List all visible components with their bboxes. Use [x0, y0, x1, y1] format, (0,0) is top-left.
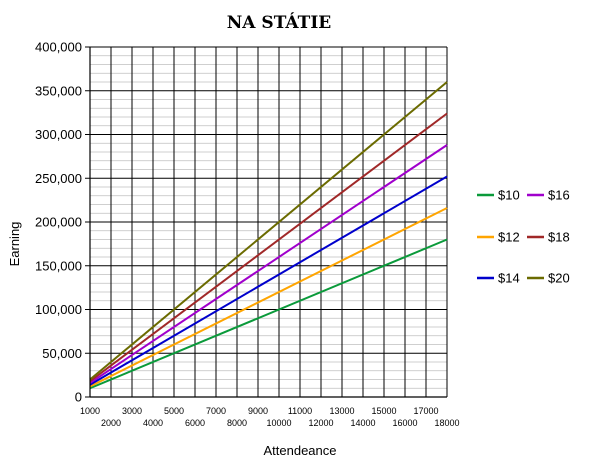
x-tick-label: 8000 — [227, 418, 247, 428]
y-tick-label: 350,000 — [35, 83, 82, 98]
grid — [89, 46, 448, 398]
y-tick-label: 400,000 — [35, 40, 82, 55]
x-axis-label: Attendeance — [263, 443, 336, 458]
series-line-6 — [89, 81, 448, 381]
x-tick-label: 17000 — [413, 406, 438, 416]
x-tick-label: 6000 — [185, 418, 205, 428]
y-tick-label: 0 — [75, 390, 82, 405]
y-axis-label: Earning — [7, 222, 22, 267]
y-tick-label: 200,000 — [35, 215, 82, 230]
y-tick-label: 250,000 — [35, 171, 82, 186]
x-tick-label: 1000 — [80, 406, 100, 416]
x-tick-label: 13000 — [329, 406, 354, 416]
legend: $10 $16 $12 $18 $14 $20 — [477, 188, 570, 286]
y-tick-label: 100,000 — [35, 302, 82, 317]
series-lines — [89, 81, 448, 390]
x-tick-label: 5000 — [164, 406, 184, 416]
x-tick-label: 14000 — [350, 418, 375, 428]
series-line-5 — [89, 112, 448, 383]
y-tick-labels: 0 50,000 100,000 150,000 200,000 250,000 300,0… — [35, 40, 90, 405]
series-line-2 — [89, 207, 448, 388]
x-tick-label: 4000 — [143, 418, 163, 428]
series-line-1 — [89, 238, 448, 390]
legend-label: $20 — [548, 271, 570, 286]
x-tick-label: 2000 — [101, 418, 121, 428]
x-tick-label: 16000 — [392, 418, 417, 428]
y-tick-label: 300,000 — [35, 127, 82, 142]
x-tick-label: 9000 — [248, 406, 268, 416]
legend-label: $10 — [498, 188, 520, 203]
x-tick-label: 7000 — [206, 406, 226, 416]
x-tick-label: 15000 — [371, 406, 396, 416]
x-tick-label: 18000 — [434, 418, 459, 428]
chart-title: NA STÁTIE — [227, 12, 332, 33]
legend-label: $12 — [498, 230, 520, 245]
x-tick-label: 12000 — [308, 418, 333, 428]
legend-label: $16 — [548, 188, 570, 203]
y-tick-label: 50,000 — [42, 346, 82, 361]
legend-label: $14 — [498, 271, 520, 286]
y-tick-label: 150,000 — [35, 258, 82, 273]
x-tick-label: 10000 — [266, 418, 291, 428]
x-tick-label: 11000 — [288, 406, 312, 416]
series-line-3 — [89, 175, 448, 386]
series-line-4 — [89, 144, 448, 384]
legend-label: $18 — [548, 230, 570, 245]
x-tick-label: 3000 — [122, 406, 142, 416]
